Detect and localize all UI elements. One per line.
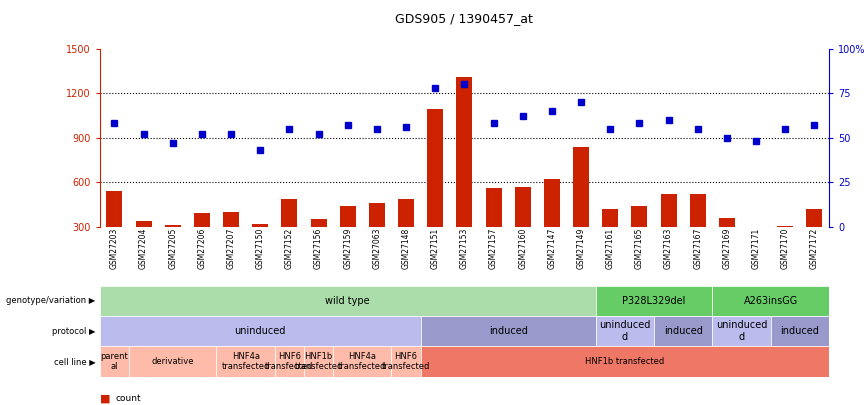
Bar: [391, 346, 421, 377]
Text: GSM27206: GSM27206: [197, 228, 207, 269]
Bar: [631, 206, 648, 271]
Text: GSM27205: GSM27205: [168, 228, 177, 269]
Text: GSM27171: GSM27171: [752, 228, 760, 269]
Bar: [100, 286, 595, 316]
Text: induced: induced: [489, 326, 528, 336]
Text: GSM27172: GSM27172: [810, 228, 819, 269]
Bar: [223, 212, 239, 271]
Text: GSM27170: GSM27170: [780, 228, 790, 269]
Text: A263insGG: A263insGG: [744, 296, 798, 306]
Bar: [216, 346, 275, 377]
Text: uninduced: uninduced: [234, 326, 286, 336]
Bar: [748, 227, 764, 271]
Text: HNF1b transfected: HNF1b transfected: [585, 357, 664, 366]
Text: uninduced
d: uninduced d: [716, 320, 767, 342]
Bar: [806, 209, 822, 271]
Bar: [515, 188, 530, 271]
Bar: [369, 203, 385, 271]
Bar: [281, 198, 298, 271]
Text: parent
al: parent al: [101, 352, 128, 371]
Bar: [654, 316, 713, 346]
Text: uninduced
d: uninduced d: [599, 320, 650, 342]
Text: protocol ▶: protocol ▶: [52, 326, 95, 336]
Bar: [275, 346, 304, 377]
Bar: [194, 213, 210, 271]
Text: GSM27161: GSM27161: [606, 228, 615, 269]
Bar: [107, 191, 122, 271]
Text: HNF4a
transfected: HNF4a transfected: [339, 352, 386, 371]
Text: P328L329del: P328L329del: [622, 296, 686, 306]
Text: count: count: [115, 394, 141, 403]
Text: GSM27151: GSM27151: [431, 228, 440, 269]
Bar: [165, 225, 181, 271]
Text: GSM27203: GSM27203: [110, 228, 119, 269]
Text: GSM27165: GSM27165: [635, 228, 644, 269]
Text: derivative: derivative: [152, 357, 194, 366]
Text: genotype/variation ▶: genotype/variation ▶: [6, 296, 95, 305]
Bar: [339, 206, 356, 271]
Text: GDS905 / 1390457_at: GDS905 / 1390457_at: [396, 12, 533, 25]
Bar: [304, 346, 333, 377]
Bar: [595, 316, 654, 346]
Bar: [771, 316, 829, 346]
Bar: [713, 286, 829, 316]
Text: induced: induced: [780, 326, 819, 336]
Bar: [311, 220, 326, 271]
Bar: [690, 194, 706, 271]
Bar: [595, 286, 713, 316]
Text: GSM27207: GSM27207: [227, 228, 235, 269]
Text: HNF6
transfected: HNF6 transfected: [382, 352, 431, 371]
Bar: [602, 209, 618, 271]
Text: wild type: wild type: [326, 296, 370, 306]
Text: induced: induced: [664, 326, 702, 336]
Text: GSM27148: GSM27148: [402, 228, 411, 269]
Bar: [135, 221, 152, 271]
Bar: [485, 188, 502, 271]
Bar: [421, 316, 595, 346]
Text: GSM27063: GSM27063: [372, 228, 381, 269]
Bar: [544, 179, 560, 271]
Bar: [253, 224, 268, 271]
Text: GSM27150: GSM27150: [256, 228, 265, 269]
Text: GSM27169: GSM27169: [722, 228, 732, 269]
Bar: [573, 147, 589, 271]
Text: GSM27152: GSM27152: [285, 228, 294, 269]
Bar: [457, 77, 472, 271]
Text: GSM27153: GSM27153: [460, 228, 469, 269]
Text: GSM27204: GSM27204: [139, 228, 148, 269]
Bar: [398, 198, 414, 271]
Bar: [333, 346, 391, 377]
Text: HNF1b
transfected: HNF1b transfected: [294, 352, 343, 371]
Bar: [421, 346, 829, 377]
Text: GSM27149: GSM27149: [576, 228, 586, 269]
Bar: [661, 194, 676, 271]
Bar: [719, 218, 735, 271]
Bar: [713, 316, 771, 346]
Text: GSM27156: GSM27156: [314, 228, 323, 269]
Text: HNF6
transfected: HNF6 transfected: [266, 352, 313, 371]
Text: GSM27160: GSM27160: [518, 228, 527, 269]
Text: HNF4a
transfected: HNF4a transfected: [221, 352, 270, 371]
Text: GSM27157: GSM27157: [489, 228, 498, 269]
Bar: [100, 316, 421, 346]
Text: cell line ▶: cell line ▶: [54, 357, 95, 366]
Text: GSM27163: GSM27163: [664, 228, 673, 269]
Text: GSM27167: GSM27167: [694, 228, 702, 269]
Bar: [427, 109, 444, 271]
Text: GSM27159: GSM27159: [343, 228, 352, 269]
Text: GSM27147: GSM27147: [548, 228, 556, 269]
Bar: [129, 346, 216, 377]
Text: ■: ■: [100, 394, 110, 404]
Bar: [100, 346, 129, 377]
Bar: [777, 226, 793, 271]
